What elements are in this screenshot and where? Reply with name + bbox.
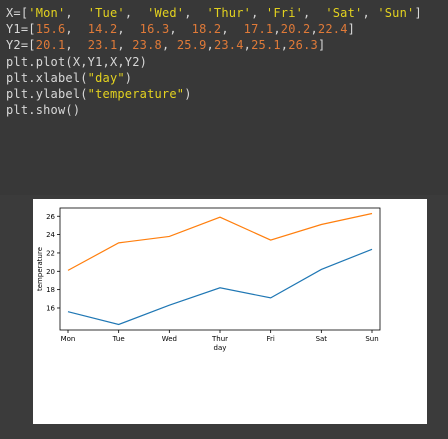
- code-token: 18.2: [191, 22, 222, 36]
- code-token: ,: [65, 6, 88, 20]
- code-token: ,: [117, 38, 133, 52]
- code-token: plt.plot(X,Y1,X,Y2): [6, 55, 148, 69]
- code-token: 23.4: [213, 38, 244, 52]
- code-token: ,: [169, 22, 192, 36]
- code-line: plt.show(): [6, 102, 80, 118]
- x-axis-label: day: [214, 344, 227, 352]
- y-axis-label: temperature: [36, 247, 44, 291]
- code-token: ]: [347, 22, 356, 36]
- code-token: ,: [124, 6, 148, 20]
- code-token: ): [184, 87, 192, 101]
- code-token: ,: [161, 38, 177, 52]
- code-token: ,: [206, 38, 214, 52]
- series-line-2: [67, 212, 373, 271]
- code-token: plt.xlabel(: [6, 71, 88, 85]
- code-token: 'Fri': [265, 6, 304, 20]
- code-token: 25.1: [251, 38, 281, 52]
- code-token: ,: [243, 38, 252, 52]
- y-tick-label: 18: [46, 286, 55, 294]
- code-token: ,: [117, 22, 140, 36]
- code-token: 'Sun': [377, 6, 415, 20]
- code-token: 'Tue': [87, 6, 125, 20]
- code-token: 15.6: [35, 22, 66, 36]
- code-token: ,: [65, 22, 88, 36]
- x-tick-label: Tue: [112, 335, 125, 343]
- code-token: 25.9: [176, 38, 207, 52]
- code-token: ,: [251, 6, 266, 20]
- y-tick-label: 22: [46, 249, 55, 257]
- code-token: ,: [280, 38, 289, 52]
- axes-frame: [59, 207, 381, 331]
- x-tick-label: Mon: [61, 335, 76, 343]
- x-tick-label: Sun: [365, 335, 378, 343]
- code-token: 'Wed': [147, 6, 185, 20]
- code-token: ,: [273, 22, 281, 36]
- y-tick-label: 20: [46, 268, 55, 276]
- code-token: 'Sat': [325, 6, 363, 20]
- x-tick-label: Thur: [211, 335, 228, 343]
- code-token: ,: [362, 6, 378, 20]
- code-token: Y1=[: [6, 22, 36, 36]
- code-token: 'Thur': [206, 6, 252, 20]
- code-token: X=[: [6, 6, 29, 20]
- code-token: 'Mon': [28, 6, 66, 20]
- y-tick-label: 16: [46, 304, 55, 312]
- x-tick-label: Sat: [316, 335, 328, 343]
- x-tick-label: Wed: [162, 335, 177, 343]
- code-line: X=['Mon', 'Tue', 'Wed', 'Thur', 'Fri', '…: [6, 5, 422, 21]
- code-line: Y1=[15.6, 14.2, 16.3, 18.2, 17.1,20.2,22…: [6, 21, 355, 37]
- plot-output: 16 18 20 22 24 26 Mon Tue Wed Thur Fri Sat Sun day tem…: [0, 195, 448, 439]
- code-token: ]: [414, 6, 422, 20]
- code-token: ]: [317, 38, 326, 52]
- x-tick-label: Fri: [266, 335, 274, 343]
- code-token: ,: [65, 38, 88, 52]
- code-token: 20.2: [280, 22, 311, 36]
- code-line: Y2=[20.1, 23.1, 23.8, 25.9,23.4,25.1,26.…: [6, 37, 325, 53]
- code-token: 26.3: [288, 38, 318, 52]
- code-token: 22.4: [317, 22, 348, 36]
- code-token: ,: [310, 22, 318, 36]
- code-token: 23.8: [132, 38, 162, 52]
- y-tick-label: 26: [46, 213, 55, 221]
- code-line: plt.plot(X,Y1,X,Y2): [6, 54, 147, 70]
- code-line: plt.ylabel("temperature"): [6, 86, 192, 102]
- code-line: plt.xlabel("day"): [6, 70, 132, 86]
- code-token: Y2=[: [6, 38, 36, 52]
- code-token: ,: [184, 6, 207, 20]
- code-token: "day": [87, 71, 125, 85]
- code-token: 17.1: [243, 22, 274, 36]
- figure-canvas: [33, 199, 427, 424]
- code-token: plt.ylabel(: [6, 87, 88, 101]
- code-token: 20.1: [35, 38, 66, 52]
- y-tick-label: 24: [46, 231, 55, 239]
- code-token: ): [124, 71, 133, 85]
- code-token: 14.2: [87, 22, 118, 36]
- code-editor[interactable]: X=['Mon', 'Tue', 'Wed', 'Thur', 'Fri', '…: [0, 0, 448, 195]
- code-token: "temperature": [87, 87, 185, 101]
- code-token: 16.3: [139, 22, 170, 36]
- line-chart: 16 18 20 22 24 26 Mon Tue Wed Thur Fri Sat Sun day tem…: [36, 207, 381, 352]
- code-token: ,: [221, 22, 244, 36]
- code-token: plt.show(): [6, 103, 81, 117]
- series-line-1: [67, 248, 373, 326]
- code-token: ,: [303, 6, 326, 20]
- code-token: 23.1: [87, 38, 118, 52]
